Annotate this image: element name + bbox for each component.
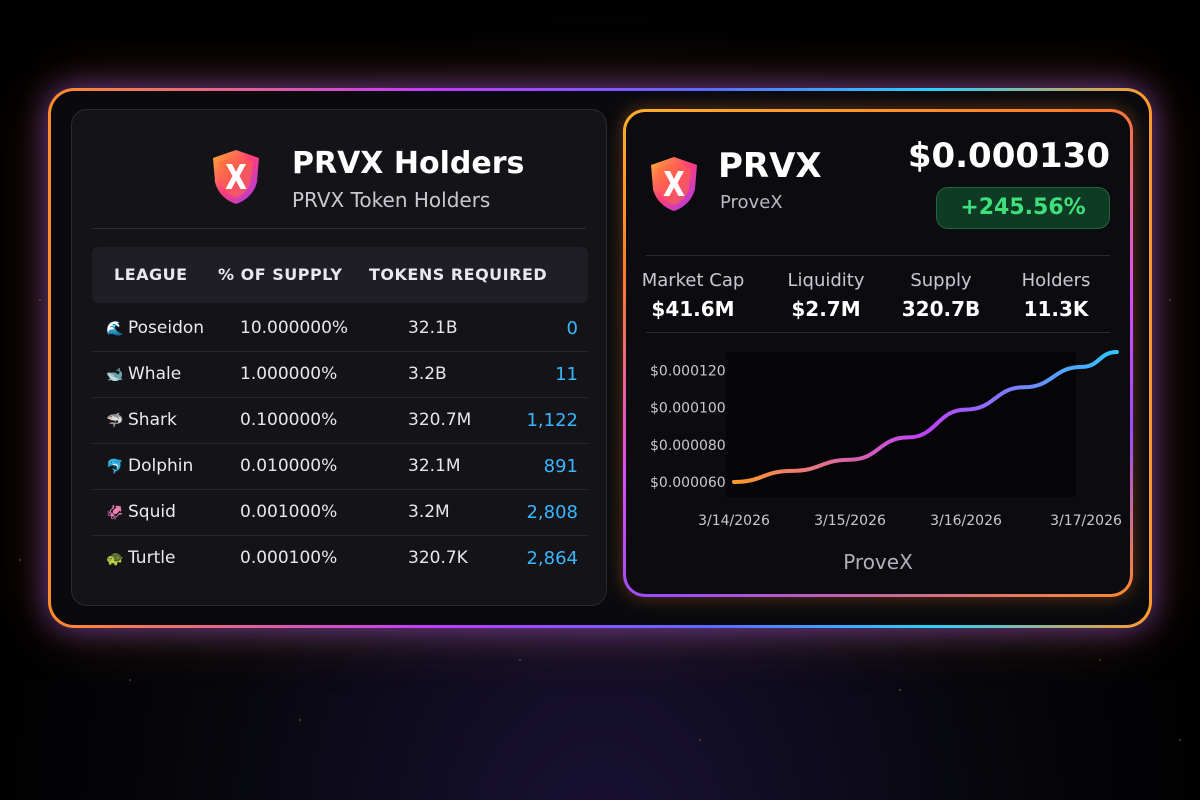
stat-value: $2.7M [791,297,861,321]
table-row[interactable]: 🐢 Turtle 0.000100% 320.7K 2,864 [92,536,588,581]
stat-value: $41.6M [651,297,735,321]
y-tick-label: $0.000080 [650,438,726,454]
holder-count: 0 [566,318,578,339]
token-symbol: PRVX [718,146,822,186]
holder-count: 1,122 [526,410,578,431]
token-price: $0.000130 [907,136,1110,176]
whale-icon: 🐋 [106,367,124,383]
divider [92,228,586,229]
column-header-supply: % OF SUPPLY [218,265,343,284]
supply-percent: 0.000100% [240,548,338,568]
prvx-logo-icon [213,150,259,204]
x-tick-label: 3/17/2026 [1050,513,1122,529]
league-name: Whale [128,364,182,384]
column-header-league: LEAGUE [114,265,188,284]
stat-supply: Supply 320.7B [881,270,1001,321]
supply-percent: 0.001000% [240,502,338,522]
tokens-required: 3.2M [408,502,450,522]
table-header: LEAGUE % OF SUPPLY TOKENS REQUIRED [92,247,588,303]
squid-icon: 🦑 [106,505,124,521]
price-chart: $0.000060 $0.000080 $0.000100 $0.000120 3/1… [650,350,1122,529]
supply-percent: 0.100000% [240,410,338,430]
tokens-required: 320.7K [408,548,468,568]
shark-icon: 🦈 [106,413,124,429]
y-tick-label: $0.000100 [650,401,726,417]
stat-market-cap: Market Cap $41.6M [633,270,753,321]
stat-holders: Holders 11.3K [996,270,1116,321]
price-line [732,350,1119,484]
y-tick-label: $0.000060 [650,475,726,491]
table-row[interactable]: 🌊 Poseidon 10.000000% 32.1B 0 [92,306,588,352]
divider [646,332,1110,333]
chart-plot-area [726,352,1076,497]
wave-icon: 🌊 [106,321,124,337]
stat-value: 320.7B [901,297,981,321]
dolphin-icon: 🐬 [106,459,124,475]
stat-label: Supply [910,270,972,291]
x-tick-label: 3/15/2026 [814,513,886,529]
holder-count: 11 [555,364,578,385]
stat-label: Holders [1021,270,1091,291]
stat-liquidity: Liquidity $2.7M [766,270,886,321]
stat-label: Liquidity [787,270,865,291]
x-tick-label: 3/16/2026 [930,513,1002,529]
table-row[interactable]: 🐋 Whale 1.000000% 3.2B 11 [92,352,588,398]
league-name: Dolphin [128,456,194,476]
token-name: ProveX [720,192,783,213]
divider [646,255,1110,256]
stat-value: 11.3K [1023,297,1089,321]
column-header-tokens: TOKENS REQUIRED [369,265,548,284]
holders-table: 🌊 Poseidon 10.000000% 32.1B 0 🐋 Whale 1.00… [92,306,588,581]
price-change-badge: +245.56% [936,187,1110,229]
turtle-icon: 🐢 [106,551,124,567]
tokens-required: 320.7M [408,410,472,430]
holders-panel: PRVX Holders PRVX Token Holders LEAGUE %… [71,109,607,606]
holder-count: 2,864 [526,548,578,569]
holder-count: 2,808 [526,502,578,523]
token-panel: PRVX ProveX $0.000130 +245.56% Market Ca… [623,109,1133,597]
league-name: Squid [128,502,176,522]
supply-percent: 10.000000% [240,318,349,338]
table-row[interactable]: 🦈 Shark 0.100000% 320.7M 1,122 [92,398,588,444]
prvx-logo-icon [651,157,697,211]
y-tick-label: $0.000120 [650,364,726,380]
table-row[interactable]: 🦑 Squid 0.001000% 3.2M 2,808 [92,490,588,536]
league-name: Turtle [128,548,176,568]
league-name: Poseidon [128,318,205,338]
holder-count: 891 [543,456,578,477]
tokens-required: 3.2B [408,364,447,384]
stat-label: Market Cap [641,270,745,291]
holders-title: PRVX Holders [292,146,525,181]
supply-percent: 1.000000% [240,364,338,384]
x-tick-label: 3/14/2026 [698,513,770,529]
holders-subtitle: PRVX Token Holders [292,188,491,212]
token-footer-name: ProveX [843,550,913,574]
holders-header: PRVX Holders PRVX Token Holders [72,142,606,222]
tokens-required: 32.1M [408,456,461,476]
supply-percent: 0.010000% [240,456,338,476]
league-name: Shark [128,410,177,430]
tokens-required: 32.1B [408,318,458,338]
table-row[interactable]: 🐬 Dolphin 0.010000% 32.1M 891 [92,444,588,490]
